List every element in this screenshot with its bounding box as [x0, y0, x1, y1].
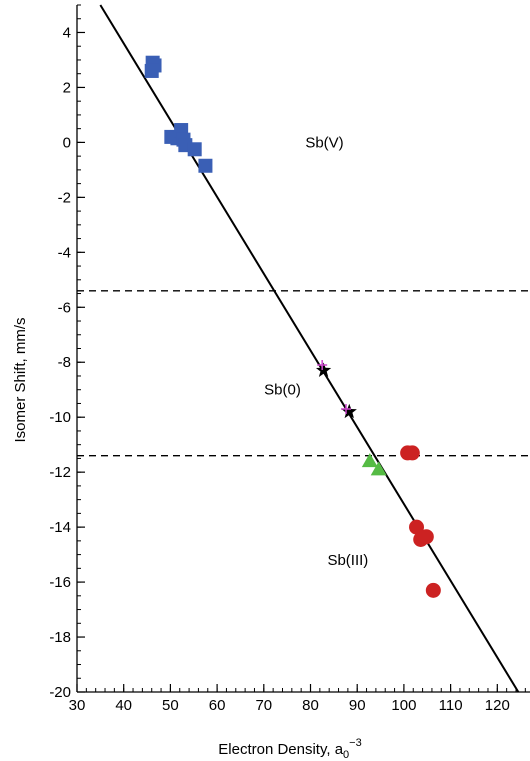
- x-axis-title-subscript: 0: [343, 749, 349, 761]
- y-tick-label: -10: [49, 409, 71, 426]
- y-axis-title: Isomer Shift, mm/s: [12, 317, 29, 442]
- y-tick-label: 0: [63, 134, 71, 151]
- plus-point: [317, 359, 328, 370]
- x-axis-title-superscript: −3: [349, 737, 362, 749]
- circle-point: [425, 582, 441, 598]
- star-point: [341, 403, 357, 419]
- y-tick-label: -12: [49, 464, 71, 481]
- x-axis-title: Electron Density, a0−3: [218, 737, 361, 761]
- fit-line: [99, 4, 520, 693]
- x-tick-label: 110: [439, 697, 463, 714]
- labels-layer: Sb(V) Sb(0) Sb(III): [264, 134, 368, 569]
- y-tick-label: -14: [49, 519, 71, 536]
- x-tick-label: 90: [349, 697, 366, 714]
- circle-point: [404, 445, 420, 461]
- circle-point: [418, 529, 434, 545]
- x-tick-label: 70: [255, 697, 272, 714]
- triangle-point: [370, 461, 387, 476]
- x-tick-label: 100: [391, 697, 416, 714]
- points-layer: [144, 55, 441, 598]
- plus-point: [340, 403, 351, 414]
- region-label: Sb(0): [264, 382, 301, 399]
- y-tick-label: -2: [58, 189, 71, 206]
- circle-point: [409, 519, 425, 535]
- y-tick-label: -4: [58, 244, 71, 261]
- square-point: [187, 142, 202, 157]
- y-tick-label: -8: [58, 354, 71, 371]
- triangle-point: [361, 453, 378, 468]
- x-tick-label: 120: [485, 697, 510, 714]
- y-tick-label: 2: [63, 79, 71, 96]
- y-tick-label: -6: [58, 299, 71, 316]
- x-tick-label: 50: [162, 697, 179, 714]
- x-axis-title-main: Electron Density, a: [218, 741, 343, 758]
- x-tick-label: 60: [209, 697, 226, 714]
- axes-layer: 30 40 50 60 70 80 90 100 110 120 4 2 0 -2 -4 -6 -8 -10 -12…: [49, 4, 530, 714]
- y-tick-label: -18: [49, 629, 71, 646]
- lines-layer: [77, 4, 530, 693]
- region-label: Sb(III): [327, 552, 368, 569]
- y-tick-label: -16: [49, 574, 71, 591]
- square-point: [144, 63, 159, 78]
- region-label: Sb(V): [305, 134, 343, 151]
- x-tick-label: 40: [115, 697, 132, 714]
- x-tick-label: 30: [69, 697, 86, 714]
- star-point: [315, 362, 332, 377]
- square-point: [198, 158, 213, 173]
- y-tick-label: -20: [49, 684, 71, 701]
- y-tick-label: 4: [63, 24, 71, 41]
- x-tick-label: 80: [302, 697, 319, 714]
